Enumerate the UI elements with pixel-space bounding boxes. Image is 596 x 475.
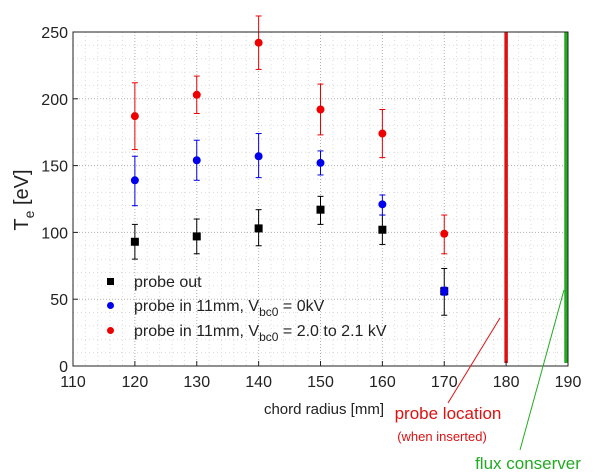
data-point bbox=[316, 158, 325, 167]
legend-label: probe out bbox=[134, 274, 202, 291]
data-point bbox=[378, 129, 387, 138]
data-point bbox=[192, 232, 201, 241]
legend-label: probe in 11mm, Vbc0 = 0kV bbox=[134, 298, 325, 319]
x-tick-label: 120 bbox=[122, 374, 149, 391]
x-tick-label: 110 bbox=[60, 374, 86, 391]
data-point bbox=[254, 38, 263, 47]
x-tick-label: 190 bbox=[555, 374, 582, 391]
legend-label-sub: bc0 bbox=[259, 305, 279, 319]
y-tick-label: 0 bbox=[59, 359, 68, 376]
data-point bbox=[316, 105, 325, 114]
legend-label-text: probe in 11mm, V bbox=[134, 323, 259, 340]
data-point bbox=[130, 112, 139, 121]
x-tick-label: 130 bbox=[183, 374, 210, 391]
data-point bbox=[130, 176, 139, 185]
probe-location-pointer bbox=[447, 317, 501, 404]
x-tick-label: 180 bbox=[493, 374, 520, 391]
grid bbox=[72, 31, 569, 367]
flux-conserver-pointer bbox=[519, 289, 565, 451]
data-point bbox=[192, 156, 201, 165]
data-point bbox=[130, 237, 139, 246]
data-point bbox=[254, 224, 263, 233]
legend-marker bbox=[107, 302, 114, 309]
legend-label-suffix: = 2.0 to 2.1 kV bbox=[278, 323, 386, 340]
reference-lines bbox=[504, 32, 568, 363]
annotations: probe location (when inserted) flux cons… bbox=[395, 289, 581, 473]
data-point bbox=[254, 152, 263, 161]
data-series bbox=[130, 15, 449, 316]
axis-ticks: 110 120 130 140 150 160 170 180 190 0 50 100 150 200 2… bbox=[41, 25, 581, 391]
x-tick-label: 150 bbox=[307, 374, 334, 391]
flux-conserver-label: flux conserver bbox=[475, 454, 581, 473]
data-point bbox=[316, 205, 325, 214]
data-point bbox=[378, 200, 387, 209]
y-tick-label: 200 bbox=[41, 92, 68, 109]
legend-label-suffix: = 0kV bbox=[278, 298, 324, 315]
legend-label-text: probe in 11mm, V bbox=[134, 298, 259, 315]
data-point bbox=[192, 90, 201, 99]
data-point bbox=[378, 225, 387, 234]
legend-label: probe in 11mm, Vbc0 = 2.0 to 2.1 kV bbox=[134, 323, 387, 344]
probe-location-label: probe location bbox=[395, 404, 502, 423]
y-tick-label: 100 bbox=[41, 225, 68, 242]
y-axis-label-unit: [eV] bbox=[11, 169, 33, 210]
legend-label-text: probe out bbox=[134, 274, 202, 291]
probe-location-sublabel: (when inserted) bbox=[397, 429, 487, 444]
y-axis-label-main: T bbox=[11, 218, 33, 230]
x-tick-label: 160 bbox=[369, 374, 396, 391]
y-tick-label: 150 bbox=[41, 159, 68, 176]
legend-marker bbox=[107, 278, 114, 285]
x-tick-label: 170 bbox=[431, 374, 458, 391]
legend-marker bbox=[107, 327, 114, 334]
data-point bbox=[440, 229, 449, 238]
y-tick-label: 250 bbox=[41, 25, 68, 42]
x-axis-label: chord radius [mm] bbox=[264, 401, 384, 418]
legend-label-sub: bc0 bbox=[259, 330, 279, 344]
y-tick-label: 50 bbox=[50, 292, 68, 309]
y-axis-label: Te [eV] bbox=[11, 169, 37, 230]
data-point bbox=[440, 287, 449, 296]
x-tick-label: 140 bbox=[245, 374, 272, 391]
y-axis-label-sub: e bbox=[21, 210, 37, 218]
